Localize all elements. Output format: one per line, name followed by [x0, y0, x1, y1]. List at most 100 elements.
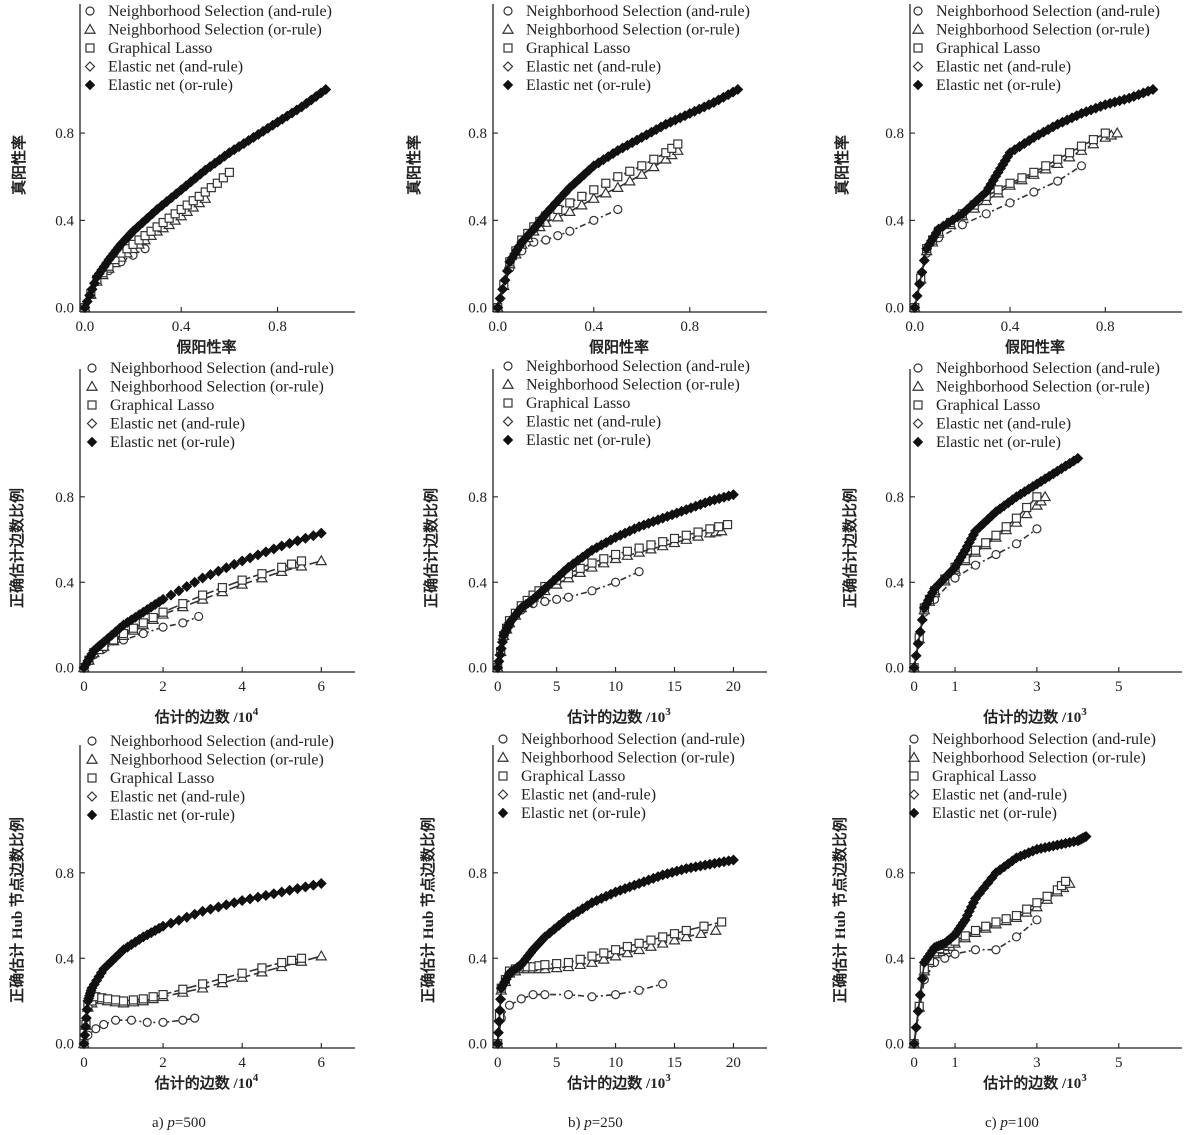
- data-point: [268, 888, 280, 900]
- y-axis-label: 正确估计边数比例: [422, 488, 440, 608]
- legend-label: Neighborhood Selection (or-rule): [110, 379, 324, 396]
- legend-marker: [909, 771, 919, 781]
- legend-label: Neighborhood Selection (or-rule): [108, 22, 322, 39]
- data-point: [970, 925, 981, 936]
- data-point: [680, 930, 693, 942]
- data-point: [1017, 173, 1027, 183]
- data-point: [699, 921, 709, 931]
- x-tick-label: 5: [553, 1055, 561, 1071]
- legend-label: Neighborhood Selection (and-rule): [526, 358, 750, 375]
- caption-value: =250: [592, 1115, 623, 1131]
- series-triangle: [491, 924, 722, 1049]
- data-point: [173, 585, 185, 597]
- x-axis-label: 估计的边数 /103: [982, 1072, 1087, 1092]
- legend-label: Neighborhood Selection (or-rule): [521, 750, 735, 767]
- legend-label: Graphical Lasso: [521, 768, 625, 785]
- data-point: [587, 192, 600, 203]
- data-point: [493, 1016, 505, 1027]
- legend-marker: [503, 398, 513, 408]
- series-diamond-filled: [908, 453, 1084, 674]
- legend: Neighborhood Selection (and-rule) Neighbo…: [911, 360, 1160, 451]
- data-point: [540, 208, 552, 220]
- data-point: [551, 210, 564, 222]
- data-point: [493, 656, 505, 667]
- data-point: [728, 854, 739, 866]
- data-point: [717, 917, 727, 927]
- legend: Neighborhood Selection (and-rule) Neighbo…: [85, 733, 334, 824]
- x-tick-label: 0.0: [488, 319, 507, 335]
- series-line: [83, 1017, 195, 1045]
- x-tick-label: 2: [159, 1055, 167, 1071]
- legend-marker: [502, 61, 514, 72]
- legend-marker: [502, 416, 514, 427]
- x-tick-label: 0: [494, 1055, 502, 1071]
- legend-marker: [912, 436, 924, 448]
- series-diamond-filled: [79, 84, 332, 313]
- data-point: [217, 583, 227, 593]
- chart-panel-b-hub: 0.0 0.4 0.8 0 5 10 15 20 Neighborhood Selection …: [419, 731, 767, 1092]
- data-point: [494, 1005, 506, 1016]
- series-diamond: [909, 84, 1159, 314]
- data-point: [599, 948, 609, 958]
- legend-label: Neighborhood Selection (and-rule): [110, 360, 334, 377]
- data-point: [1147, 84, 1159, 95]
- data-point: [563, 989, 574, 1000]
- caption-p: p: [166, 1115, 175, 1131]
- series-diamond: [908, 831, 1092, 1050]
- x-tick-label: 5: [1115, 1055, 1123, 1071]
- legend-marker: [86, 436, 98, 448]
- data-point: [138, 628, 148, 639]
- legend-label: Elastic net (or-rule): [936, 77, 1061, 94]
- data-point: [494, 649, 506, 661]
- data-point: [1001, 914, 1011, 924]
- data-point: [646, 935, 656, 945]
- data-point: [622, 546, 632, 556]
- data-point: [1029, 167, 1039, 177]
- data-point: [991, 945, 1001, 955]
- x-tick-label: 10: [608, 679, 623, 695]
- series-line: [914, 88, 1154, 308]
- y-tick-label: 0.8: [885, 490, 904, 506]
- legend-marker: [913, 400, 923, 410]
- legend-marker: [498, 734, 508, 744]
- legend-marker: [907, 751, 921, 762]
- legend-marker: [86, 809, 98, 821]
- legend: Neighborhood Selection (and-rule) Neighbo…: [501, 3, 750, 94]
- legend-label: Elastic net (or-rule): [936, 434, 1061, 451]
- x-tick-label: 1: [951, 1055, 959, 1071]
- data-point: [315, 878, 327, 889]
- y-tick-label: 0.4: [885, 213, 904, 229]
- x-tick-label: 0.8: [268, 319, 287, 335]
- y-tick-label: 0.4: [468, 951, 487, 967]
- series-line: [913, 457, 1079, 668]
- data-point: [284, 538, 295, 549]
- data-point: [540, 596, 550, 607]
- data-point: [1064, 148, 1075, 158]
- legend-marker: [87, 736, 97, 746]
- data-point: [599, 186, 612, 198]
- data-point: [981, 209, 991, 219]
- x-axis-label-text: 估计的边数 /10: [982, 708, 1081, 726]
- data-point: [300, 532, 311, 544]
- legend-marker: [86, 791, 98, 802]
- chart-panel-c-roc: 0.0 0.4 0.8 0.0 0.4 0.8 Neighborhood Selection…: [833, 3, 1182, 356]
- data-point: [1001, 522, 1011, 532]
- series-diamond: [908, 452, 1084, 674]
- data-point: [577, 191, 587, 201]
- data-point: [244, 893, 256, 905]
- x-tick-label: 0: [910, 679, 918, 695]
- data-point: [91, 1024, 101, 1034]
- x-tick-label: 0.4: [1001, 319, 1020, 335]
- y-tick-label: 0.0: [468, 661, 487, 677]
- legend-marker: [497, 789, 509, 800]
- series-square: [80, 167, 234, 313]
- data-point: [1032, 492, 1042, 502]
- data-point: [991, 530, 1001, 540]
- data-point: [236, 555, 248, 567]
- data-point: [991, 549, 1001, 560]
- legend-label: Neighborhood Selection (and-rule): [936, 3, 1160, 20]
- data-point: [495, 993, 506, 1005]
- data-point: [224, 167, 234, 177]
- x-tick-label: 20: [726, 679, 741, 695]
- legend-marker: [87, 400, 97, 410]
